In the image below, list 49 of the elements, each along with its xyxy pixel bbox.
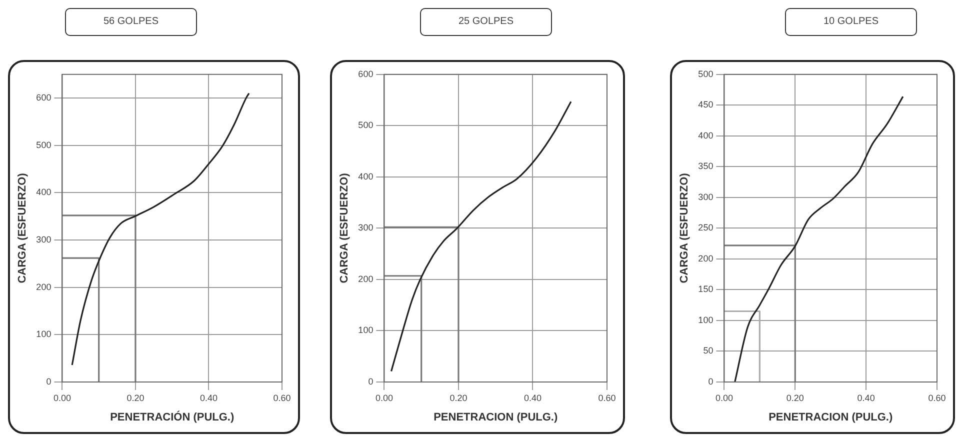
chart-title: 56 GOLPES xyxy=(65,8,197,36)
x-tick-label: 0.00 xyxy=(715,392,733,403)
x-tick-label: 0.60 xyxy=(273,392,291,403)
y-tick-label: 200 xyxy=(698,253,714,264)
x-axis-title: PENETRACION (PULG.) xyxy=(768,411,893,424)
line-series xyxy=(734,96,904,382)
y-tick-label: 350 xyxy=(698,161,714,172)
y-tick-label: 100 xyxy=(698,314,714,325)
y-tick-label: 100 xyxy=(36,329,52,340)
x-tick-label: 0.20 xyxy=(126,392,144,403)
y-tick-label: 100 xyxy=(358,325,374,336)
x-tick-label: 0.40 xyxy=(857,392,875,403)
x-tick-label: 0.60 xyxy=(598,392,616,403)
y-axis-title: CARGA (ESFUERZO) xyxy=(338,172,351,284)
y-tick-label: 150 xyxy=(698,284,714,294)
y-tick-label: 600 xyxy=(36,92,52,103)
y-tick-label: 400 xyxy=(698,130,714,140)
y-tick-label: 0 xyxy=(46,376,52,386)
y-tick-label: 500 xyxy=(698,68,714,79)
y-axis-title: CARGA (ESFUERZO) xyxy=(678,172,691,284)
x-tick-label: 0.20 xyxy=(786,392,804,403)
chart-title: 25 GOLPES xyxy=(420,8,552,36)
y-tick-label: 500 xyxy=(358,120,374,130)
x-tick-label: 0.60 xyxy=(928,392,946,403)
y-tick-label: 300 xyxy=(698,192,714,202)
line-series xyxy=(390,100,572,372)
y-tick-label: 600 xyxy=(358,68,374,79)
y-tick-label: 0 xyxy=(368,376,374,386)
chart-title: 10 GOLPES xyxy=(785,8,917,36)
y-axis-title: CARGA (ESFUERZO) xyxy=(16,172,29,284)
x-axis-title: PENETRACIÓN (PULG.) xyxy=(110,410,234,424)
x-tick-label: 0.40 xyxy=(524,392,542,403)
x-tick-label: 0.00 xyxy=(375,392,393,403)
y-tick-label: 250 xyxy=(698,222,714,233)
y-tick-label: 300 xyxy=(358,222,374,233)
y-tick-label: 200 xyxy=(358,274,374,284)
y-tick-label: 300 xyxy=(36,234,52,245)
line-series xyxy=(71,92,250,366)
y-tick-label: 500 xyxy=(36,140,52,150)
y-tick-label: 400 xyxy=(358,171,374,182)
x-tick-label: 0.20 xyxy=(450,392,468,403)
y-tick-label: 400 xyxy=(36,187,52,198)
y-tick-label: 0 xyxy=(708,376,714,386)
y-tick-label: 450 xyxy=(698,100,714,110)
x-tick-label: 0.40 xyxy=(200,392,218,403)
x-axis-title: PENETRACION (PULG.) xyxy=(434,411,558,424)
y-tick-label: 50 xyxy=(703,346,714,356)
x-tick-label: 0.00 xyxy=(53,392,71,403)
y-tick-label: 200 xyxy=(36,282,52,292)
